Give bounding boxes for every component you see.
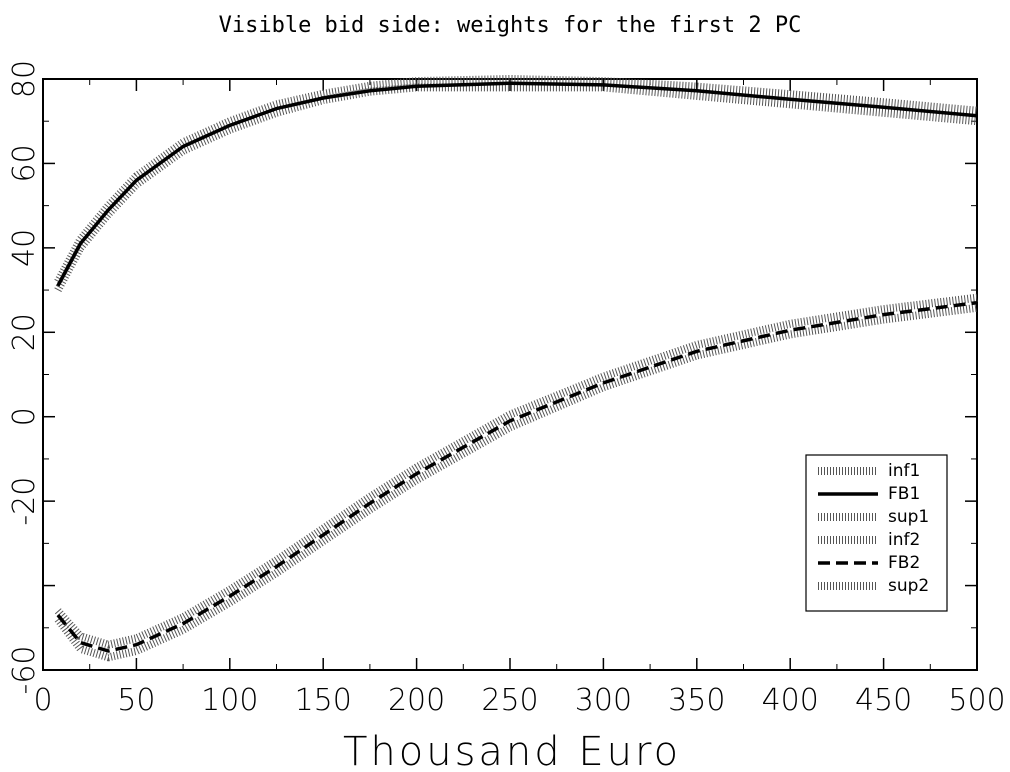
series-layer [54,75,978,662]
y-tick-label: 80 [7,60,42,98]
x-axis-label: Thousand Euro [343,729,681,772]
x-tick-label: 450 [855,683,912,718]
legend-label-sup1: sup1 [888,507,929,527]
x-tick-label: 250 [481,683,538,718]
legend-label-FB1: FB1 [888,484,920,504]
x-tick-label: 0 [33,683,52,718]
x-tick-label: 100 [201,683,258,718]
y-tick-label: 60 [7,144,42,182]
legend: inf1 FB1 sup1 inf2 FB2 sup2 [805,454,948,612]
x-tick-label: 400 [762,683,819,718]
y-tick-label: -60 [7,646,42,695]
x-tick-label: 150 [295,683,352,718]
series-inf1 [54,83,978,292]
series-FB1 [56,81,978,287]
x-tick-label: 500 [948,683,1005,718]
axis-ticks: 0 50 100 150 200 250 300 350 400 450 500 -60 -20 0 20 4… [7,60,1006,718]
x-tick-label: 50 [117,683,155,718]
legend-label-inf1: inf1 [888,461,920,481]
x-tick-label: 300 [575,683,632,718]
series-sup1 [54,75,978,284]
legend-label-inf2: inf2 [888,530,920,550]
y-tick-label: 0 [7,407,42,426]
y-tick-label: 40 [7,229,42,267]
series-FB2 [56,300,978,653]
chart-title: Visible bid side: weights for the first … [219,13,802,38]
legend-label-FB2: FB2 [888,553,920,573]
y-tick-label: -20 [7,477,42,526]
y-tick-label: 20 [7,313,42,351]
x-tick-label: 350 [668,683,725,718]
legend-label-sup2: sup2 [888,576,929,596]
x-tick-label: 200 [388,683,445,718]
legend-box [805,454,948,612]
